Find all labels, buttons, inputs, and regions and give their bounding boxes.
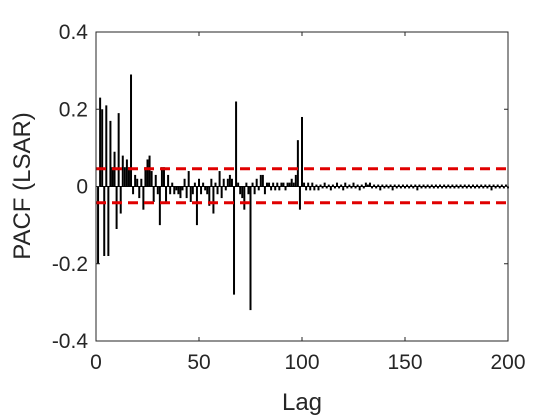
y-tick-label: -0.2 bbox=[52, 253, 88, 276]
y-tick-label: 0 bbox=[76, 176, 88, 199]
x-tick-label: 50 bbox=[187, 351, 210, 374]
y-tick-label: 0.2 bbox=[59, 98, 88, 121]
y-axis-ticks: -0.4 -0.2 0 0.2 0.4 bbox=[52, 21, 508, 353]
y-tick-label: 0.4 bbox=[59, 21, 89, 44]
x-tick-label: 100 bbox=[284, 351, 319, 374]
x-tick-label: 150 bbox=[387, 351, 422, 374]
y-tick-label: -0.4 bbox=[52, 330, 89, 353]
y-axis-label: PACF (LSAR) bbox=[9, 112, 36, 260]
x-axis-ticks: 0 50 100 150 200 bbox=[90, 32, 526, 374]
x-tick-label: 200 bbox=[490, 351, 525, 374]
stem-series bbox=[97, 74, 509, 311]
x-tick-label: 0 bbox=[90, 351, 102, 374]
x-axis-label: Lag bbox=[282, 389, 322, 416]
